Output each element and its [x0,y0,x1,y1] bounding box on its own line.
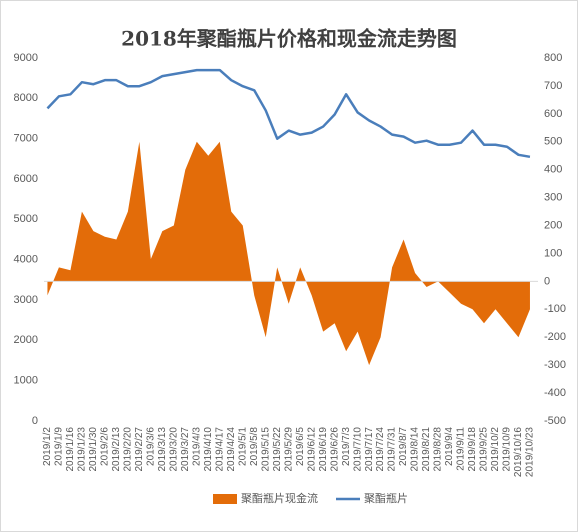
x-tick-label: 2019/3/13 [157,427,168,472]
y2-tick-label: 100 [544,247,562,259]
x-tick-label: 2019/2/27 [134,427,145,472]
y-tick-label: 9000 [14,52,38,64]
x-tick-label: 2019/6/5 [295,427,306,466]
x-tick-label: 2019/4/3 [191,427,202,466]
x-tick-label: 2019/1/9 [54,427,65,466]
x-tick-label: 2019/10/16 [513,427,524,477]
x-tick-label: 2019/8/28 [433,427,444,472]
x-tick-label: 2019/5/22 [272,427,283,472]
y2-tick-label: 400 [544,164,562,176]
x-tick-label: 2019/3/27 [180,427,191,472]
y2-tick-label: 500 [544,136,562,148]
x-tick-label: 2019/4/10 [203,427,214,472]
x-tick-label: 2019/8/21 [421,427,432,472]
x-tick-label: 2019/1/23 [77,427,88,472]
y-tick-label: 5000 [14,213,38,225]
x-tick-label: 2019/10/9 [502,427,513,472]
x-tick-label: 2019/9/25 [479,427,490,472]
x-tick-label: 2019/6/19 [318,427,329,472]
y2-tick-label: 800 [544,52,562,64]
y-tick-label: 6000 [14,173,38,185]
y2-tick-label: 300 [544,192,562,204]
x-tick-label: 2019/3/6 [145,427,156,466]
x-tick-label: 2019/9/4 [444,427,455,466]
x-tick-label: 2019/7/31 [387,427,398,472]
y2-tick-label: -500 [544,415,566,427]
x-tick-label: 2019/1/2 [42,427,53,466]
x-tick-label: 2019/5/8 [249,427,260,466]
x-tick-label: 2019/4/24 [226,427,237,472]
x-tick-label: 2019/10/23 [525,427,536,477]
y2-tick-label: 200 [544,219,562,231]
x-tick-label: 2019/3/20 [168,427,179,472]
x-tick-label: 2019/10/2 [490,427,501,472]
y-tick-label: 1000 [14,375,38,387]
x-tick-label: 2019/4/17 [214,427,225,472]
area [47,141,530,366]
legend-label: 聚酯瓶片现金流 [241,491,318,505]
x-tick-label: 2019/5/15 [260,427,271,472]
legend-label: 聚酯瓶片 [364,491,408,505]
x-tick-label: 2019/2/6 [100,427,111,466]
y2-tick-label: -400 [544,387,566,399]
y-tick-label: 2000 [14,334,38,346]
y2-tick-label: 0 [544,275,550,287]
chart-title: 2018年聚酯瓶片价格和现金流走势图 [121,27,457,51]
y-tick-label: 8000 [14,92,38,104]
x-tick-label: 2019/9/11 [456,427,467,471]
x-tick-label: 2019/5/29 [283,427,294,472]
x-tick-label: 2019/7/10 [352,427,363,472]
y2-tick-label: -100 [544,303,566,315]
x-tick-label: 2019/2/20 [123,427,134,472]
x-tick-label: 2019/7/17 [364,427,375,472]
x-tick-label: 2019/7/24 [375,427,386,472]
x-tick-label: 2019/8/7 [398,427,409,466]
y2-tick-label: 700 [544,80,562,92]
y-tick-label: 0 [32,415,38,427]
x-tick-label: 2019/1/16 [65,427,76,472]
y-tick-label: 7000 [14,133,38,145]
x-tick-label: 2019/9/18 [467,427,478,472]
legend-swatch [213,494,237,504]
x-tick-label: 2019/6/12 [306,427,317,472]
y2-tick-label: -300 [544,359,566,371]
y2-tick-label: 600 [544,108,562,120]
y-tick-label: 4000 [14,254,38,266]
x-tick-label: 2019/5/1 [237,427,248,466]
x-tick-label: 2019/8/14 [410,427,421,472]
line [46,68,531,159]
x-tick-label: 2019/6/26 [329,427,340,472]
y2-tick-label: -200 [544,331,566,343]
x-tick-label: 2019/1/30 [88,427,99,472]
x-tick-label: 2019/7/3 [341,427,352,466]
x-tick-label: 2019/2/13 [111,427,122,472]
y-tick-label: 3000 [14,294,38,306]
